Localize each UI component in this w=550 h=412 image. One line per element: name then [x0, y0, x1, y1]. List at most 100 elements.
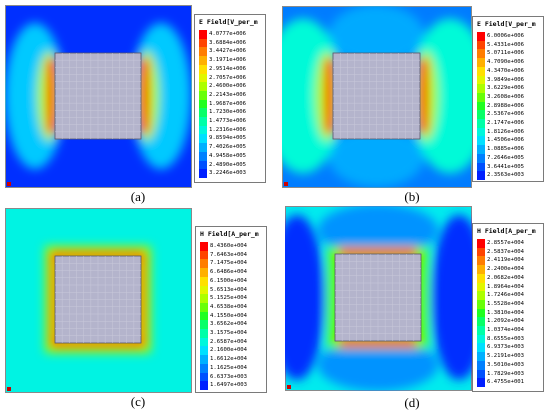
legend-value-label: 5.2191e+003: [487, 353, 525, 360]
legend-d: H Field[A_per_m 2.8557e+004 2.5837e+004 2.…: [472, 223, 544, 392]
legend-swatch: [477, 40, 485, 50]
hot-top-edge: [339, 248, 417, 257]
legend-b: E Field[V_per_m 6.0006e+006 5.4331e+006 5.…: [472, 16, 544, 182]
legend-swatch: [200, 363, 208, 373]
scatterer-mesh: [335, 254, 421, 341]
legend-swatch: [199, 151, 207, 161]
legend-value-label: 2.1600e+004: [210, 347, 248, 354]
legend-swatch: [477, 326, 485, 336]
legend-value-label: 4.9458e+005: [209, 152, 247, 159]
legend-a: E Field[V_per_m 4.0777e+006 3.6884e+006 3.…: [194, 14, 266, 183]
legend-swatch: [477, 360, 485, 370]
legend-value-label: 5.6513e+004: [210, 286, 248, 293]
legend-swatch: [199, 143, 207, 153]
legend-value-label: 5.4331e+006: [487, 41, 525, 48]
legend-value-label: 3.4427e+006: [209, 48, 247, 55]
legend-value-label: 4.1550e+004: [210, 312, 248, 319]
legend-value-label: 2.7057e+006: [209, 74, 247, 81]
legend-swatch: [200, 302, 208, 313]
caption-d: (d): [404, 395, 420, 410]
legend-swatch: [200, 337, 208, 347]
panel-c: H Field[A_per_m 8.4360e+004 7.6463e+004 7.…: [0, 206, 275, 412]
scatterer-mesh: [55, 256, 141, 343]
legend-value-label: 4.0777e+006: [209, 31, 247, 37]
legend-value-label: 4.3470e+006: [487, 67, 525, 74]
lobe-right: [431, 214, 472, 381]
lobe-bottom: [317, 339, 439, 391]
lobe-top: [317, 206, 439, 256]
legend-value-label: 1.4773e+006: [209, 118, 247, 124]
legend-swatch: [199, 99, 207, 109]
legend-value-label: 7.4026e+005: [209, 144, 247, 151]
legend-swatch: [477, 299, 485, 310]
legend-value-label: 2.3563e+003: [487, 172, 525, 179]
legend-value-label: 7.2646e+005: [487, 154, 525, 161]
legend-value-label: 3.6441e+005: [487, 163, 525, 170]
legend-swatch: [477, 136, 485, 146]
legend-value-label: 6.9373e+003: [487, 344, 525, 351]
legend-swatch: [199, 117, 207, 127]
legend-value-label: 3.2246e+003: [209, 170, 247, 177]
legend-swatch: [200, 381, 208, 391]
legend-swatch: [199, 73, 207, 83]
legend-swatch: [200, 242, 208, 252]
legend-value-label: 5.0711e+006: [487, 50, 525, 57]
legend-swatch: [200, 268, 208, 278]
legend-swatch: [200, 250, 208, 260]
legend-swatch: [477, 32, 485, 42]
lobe-bottom: [328, 127, 425, 187]
legend-value-label: 6.4755e+001: [487, 379, 525, 386]
field-plot-d: [285, 206, 472, 391]
caption-a: (a): [130, 189, 146, 204]
legend-value-label: 2.4119e+004: [487, 257, 525, 264]
legend-swatch: [477, 162, 485, 172]
legend-value-label: 4.6538e+004: [210, 303, 248, 310]
legend-value-label: 1.4506e+006: [487, 137, 525, 144]
hot-right-edge: [139, 59, 149, 133]
legend-swatch: [199, 169, 207, 179]
legend-title-a: E Field[V_per_m: [199, 18, 258, 26]
legend-title-d: H Field[A_per_m: [477, 227, 536, 235]
legend-value-label: 3.2608e+006: [487, 93, 525, 100]
legend-value-label: 3.6229e+006: [487, 85, 525, 92]
legend-swatch: [477, 75, 485, 85]
legend-swatch: [477, 239, 485, 249]
legend-value-label: 1.6497e+003: [210, 382, 248, 389]
legend-value-label: 1.6612e+004: [210, 356, 248, 363]
legend-swatch: [199, 108, 207, 118]
axis-origin-marker: [7, 182, 11, 186]
lobe-left: [285, 214, 325, 381]
legend-swatch: [199, 56, 207, 66]
legend-swatch: [199, 30, 207, 40]
caption-c: (c): [130, 394, 146, 409]
legend-value-label: 1.9687e+006: [209, 100, 247, 107]
legend-swatch: [477, 127, 485, 137]
legend-swatch: [477, 171, 485, 181]
legend-value-label: 1.2092e+004: [487, 318, 525, 325]
legend-value-label: 3.1575e+004: [210, 330, 248, 336]
legend-title-b: E Field[V_per_m: [477, 20, 536, 28]
field-hotspots: [282, 6, 472, 187]
legend-value-label: 1.0885e+006: [487, 146, 525, 153]
legend-swatch: [199, 64, 207, 74]
legend-swatch: [477, 334, 485, 344]
hot-left-edge: [325, 59, 335, 133]
legend-swatch: [477, 378, 485, 388]
legend-value-label: 1.1625e+004: [210, 364, 248, 371]
legend-swatch: [477, 291, 485, 301]
legend-swatch: [199, 134, 207, 144]
legend-c: H Field[A_per_m 8.4360e+004 7.6463e+004 7.…: [195, 226, 267, 393]
legend-value-label: 7.1475e+004: [210, 260, 248, 267]
legend-value-label: 1.7246e+004: [487, 292, 525, 299]
legend-swatch: [477, 247, 485, 257]
legend-swatch: [199, 90, 207, 101]
hot-left-edge: [47, 59, 57, 133]
axis-origin-marker: [287, 385, 291, 389]
legend-swatch: [477, 92, 485, 103]
legend-swatch: [477, 84, 485, 94]
legend-value-label: 8.6555e+003: [487, 335, 525, 342]
legend-value-label: 1.3810e+004: [487, 309, 525, 316]
panel-a: E Field[V_per_m 4.0777e+006 3.6884e+006 3.…: [0, 0, 275, 206]
legend-value-label: 1.5528e+004: [487, 300, 525, 307]
legend-title-c: H Field[A_per_m: [200, 230, 259, 238]
